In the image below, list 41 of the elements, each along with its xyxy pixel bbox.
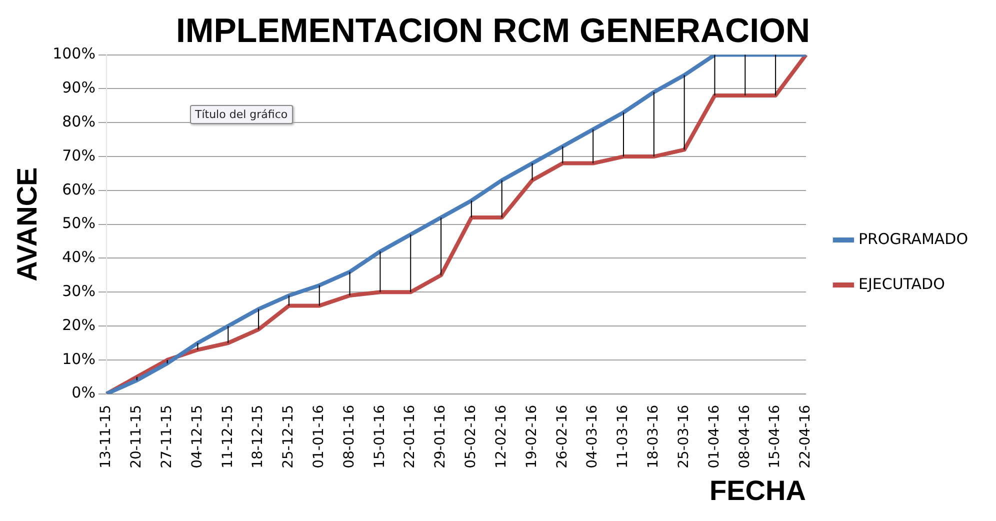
x-tick-label: 04-12-15 (189, 404, 206, 468)
x-tick-label: 05-02-16 (463, 404, 480, 468)
annotation: Título del gráfico (190, 105, 293, 124)
chart-title: IMPLEMENTACION RCM GENERACION (176, 12, 810, 50)
x-tick-label: 15-04-16 (767, 404, 784, 468)
x-tick-label: 25-12-15 (280, 404, 297, 468)
y-tick-label: 40% (62, 248, 96, 266)
y-axis-title: AVANCE (12, 167, 43, 282)
y-tick-label: 70% (62, 146, 96, 164)
y-tick-label: 50% (62, 214, 96, 232)
x-tick-label: 08-01-16 (341, 404, 358, 468)
x-tick-label: 01-01-16 (311, 404, 328, 468)
y-tick-label: 90% (62, 78, 96, 97)
x-tick-label: 25-03-16 (676, 404, 692, 468)
y-tick-label: 10% (62, 350, 96, 368)
x-tick-label: 04-03-16 (584, 404, 601, 468)
x-tick-label: 29-01-16 (432, 404, 449, 468)
y-tick-label: 0% (72, 384, 96, 402)
x-tick-label: 22-01-16 (402, 404, 418, 468)
y-tick-label: 20% (62, 316, 96, 334)
x-tick-label: 27-11-15 (158, 404, 175, 468)
x-tick-label: 18-03-16 (646, 404, 662, 468)
legend-label: PROGRAMADO (858, 230, 968, 248)
y-tick-label: 30% (62, 282, 96, 300)
x-tick-label: 11-03-16 (615, 404, 632, 468)
x-tick-label: 26-02-16 (554, 404, 570, 468)
y-tick-label: 100% (52, 44, 96, 63)
x-tick-label: 08-04-16 (736, 404, 753, 468)
x-tick-label: 01-04-16 (706, 404, 722, 468)
x-tick-label: 15-01-16 (372, 404, 388, 468)
legend-label: EJECUTADO (858, 274, 945, 293)
x-axis-title: FECHA (710, 474, 806, 506)
x-tick-label: 11-12-15 (220, 404, 236, 468)
y-tick-label: 80% (62, 112, 96, 130)
x-tick-label: 12-02-16 (493, 404, 510, 468)
x-tick-label: 18-12-15 (250, 404, 266, 468)
y-tick-label: 60% (62, 180, 96, 198)
x-tick-label: 20-11-15 (128, 404, 145, 468)
x-tick-label: 13-11-15 (98, 404, 114, 468)
x-tick-label: 22-04-16 (798, 404, 814, 468)
x-tick-label: 19-02-16 (524, 404, 540, 468)
